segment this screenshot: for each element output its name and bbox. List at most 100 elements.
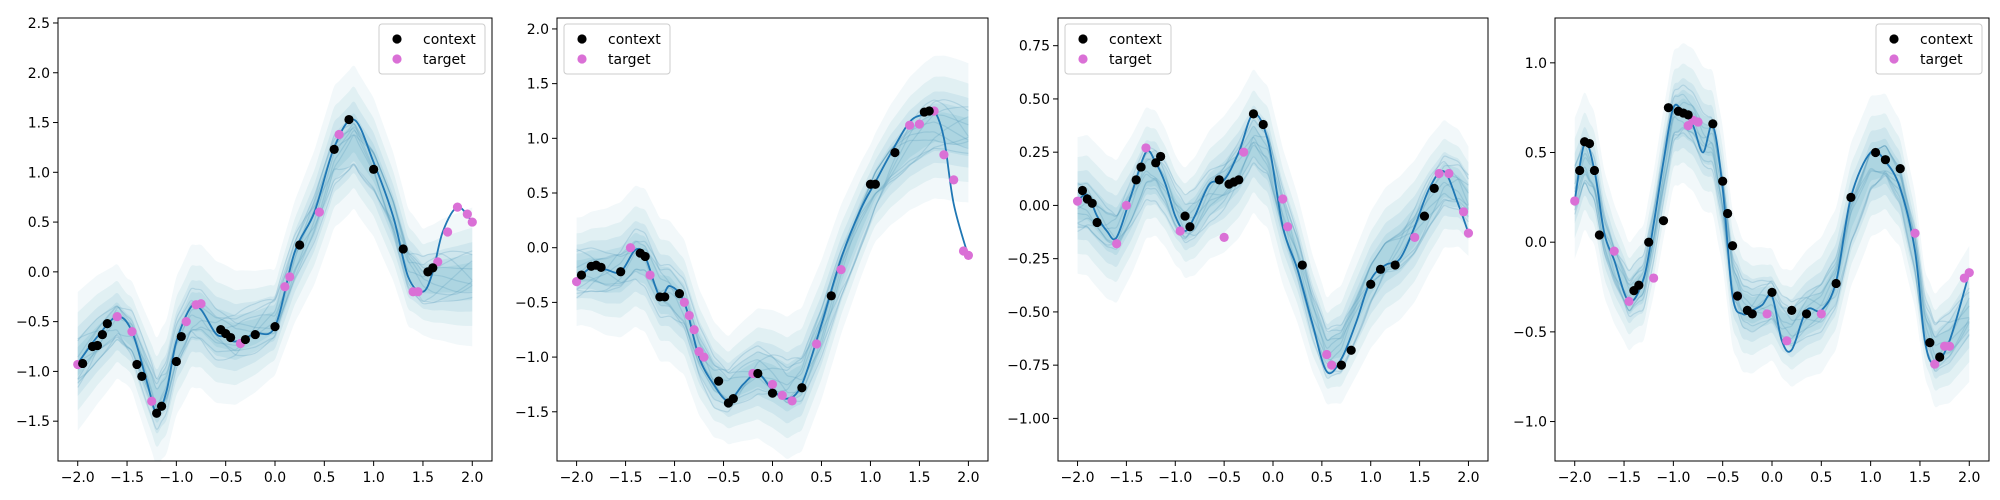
context-point	[596, 262, 606, 272]
target-point	[699, 352, 709, 362]
x-tick: 1.0	[1860, 461, 1882, 486]
y-tick-label: 0.0	[527, 241, 549, 257]
y-tick-label: 2.0	[527, 22, 549, 38]
x-tick: 1.0	[1360, 461, 1382, 486]
context-point	[137, 371, 147, 381]
x-tick: −1.0	[1656, 461, 1690, 486]
context-point	[1136, 162, 1146, 172]
context-point	[1575, 165, 1585, 176]
sample-prediction-line	[77, 164, 473, 430]
target-point	[836, 264, 846, 275]
y-tick: 1.0	[527, 131, 557, 147]
y-tick-label: −1.0	[16, 364, 50, 380]
target-point	[914, 119, 925, 129]
target-point	[1649, 273, 1659, 283]
x-tick-label: −2.0	[61, 470, 95, 486]
legend-marker-context	[392, 34, 402, 44]
x-tick-label: 1.5	[412, 470, 434, 486]
context-point	[1870, 147, 1881, 158]
y-tick: 0.0	[527, 241, 557, 257]
uncertainty-band	[576, 91, 969, 424]
y-tick-label: −0.5	[1513, 325, 1547, 341]
y-tick-label: −0.5	[16, 315, 50, 331]
target-point	[1930, 359, 1940, 369]
x-tick-label: −1.0	[658, 470, 692, 486]
legend-box	[378, 23, 486, 75]
uncertainty-band	[576, 112, 969, 403]
y-tick: −0.50	[1007, 305, 1058, 321]
context-point	[826, 291, 836, 301]
y-tick: −1.0	[515, 350, 557, 366]
target-point	[181, 317, 191, 327]
y-tick-label: −1.0	[1513, 415, 1547, 431]
context-point	[1589, 165, 1600, 176]
sample-prediction-line	[1574, 84, 1970, 347]
target-point	[1570, 196, 1580, 206]
legend-label: context	[1920, 32, 1973, 48]
y-tick-label: 0.50	[1019, 92, 1050, 108]
x-tick-label: −2.0	[1558, 470, 1592, 486]
target-point	[1175, 226, 1185, 236]
x-tick-label: 0.5	[1810, 470, 1832, 486]
uncertainty-band	[1077, 90, 1469, 389]
target-point	[1609, 246, 1619, 256]
context-point	[1801, 309, 1812, 319]
sample-prediction-line	[77, 122, 473, 385]
context-point	[295, 240, 305, 250]
uncertainty-band	[576, 76, 969, 439]
context-point	[924, 106, 934, 116]
x-tick-label: 1.5	[1408, 470, 1430, 486]
context-point	[714, 376, 724, 386]
x-tick: 0.5	[1311, 461, 1333, 486]
context-point	[1087, 198, 1097, 208]
target-point	[467, 217, 477, 227]
x-tick: 1.5	[908, 461, 931, 486]
target-point	[963, 250, 974, 260]
uncertainty-band	[1574, 43, 1970, 408]
x-tick: −1.5	[110, 461, 144, 486]
target-point	[939, 150, 949, 160]
y-tick: 0.50	[1019, 92, 1058, 108]
context-point	[329, 144, 339, 155]
x-tick-label: 0.5	[1311, 470, 1333, 486]
legend: context target	[1064, 23, 1172, 75]
x-tick-label: −1.0	[159, 470, 193, 486]
y-tick-label: −1.5	[16, 414, 50, 430]
context-point	[1723, 208, 1733, 219]
context-point	[240, 334, 251, 345]
y-tick: 0.5	[28, 215, 58, 231]
x-tick: 1.5	[1909, 461, 1931, 486]
x-tick: 1.0	[363, 461, 385, 486]
target-point	[767, 379, 778, 390]
legend: context target	[378, 23, 486, 75]
target-point	[571, 277, 582, 287]
x-tick: −0.5	[1706, 461, 1740, 486]
sample-prediction-line	[1574, 126, 1970, 338]
x-tick-label: −1.5	[1109, 470, 1143, 486]
y-tick: −0.25	[1007, 252, 1058, 268]
uncertainty-band	[1574, 89, 1970, 370]
legend-label: context	[423, 32, 476, 48]
x-tick-label: 0.0	[1262, 470, 1284, 486]
subplot-1: −2.0 −1.5 −1.0 −0.5 0.0 0.5 1.0 1.5 2.0−1.5−1.0−…	[16, 16, 493, 486]
x-tick: 0.5	[1810, 461, 1832, 486]
x-tick-label: −1.5	[609, 470, 643, 486]
context-point	[1151, 158, 1161, 168]
context-point	[250, 329, 260, 340]
context-point	[1180, 211, 1190, 221]
target-point	[462, 209, 472, 219]
uncertainty-band	[576, 55, 969, 459]
uncertainty-band	[77, 101, 473, 434]
x-tick: 1.5	[1408, 461, 1431, 486]
x-tick: −0.5	[707, 461, 741, 486]
y-tick: 2.0	[28, 66, 58, 82]
context-point	[428, 263, 438, 273]
target-point	[147, 396, 157, 406]
y-tick: 0.5	[1525, 146, 1555, 162]
target-point	[1782, 336, 1792, 346]
y-tick: −0.5	[1513, 325, 1555, 341]
context-point	[1185, 222, 1195, 232]
x-tick-label: −1.0	[1158, 470, 1192, 486]
y-tick: 0.0	[1525, 235, 1555, 251]
x-tick-label: 1.0	[1360, 470, 1382, 486]
